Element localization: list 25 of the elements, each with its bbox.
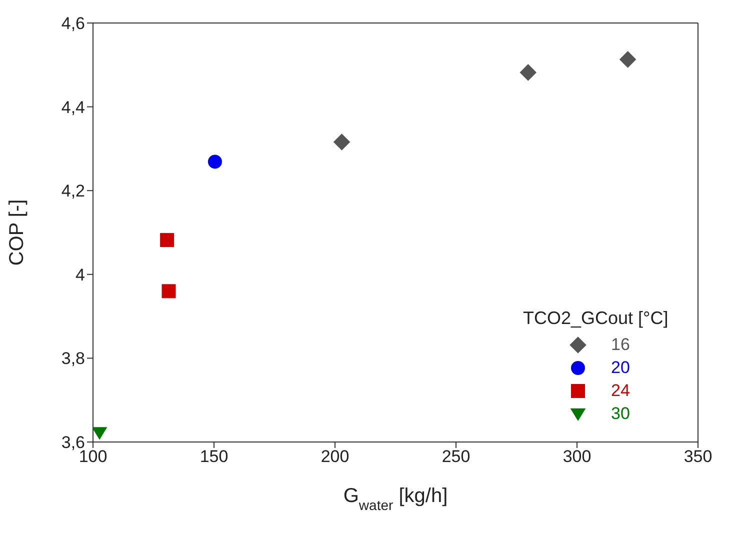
point	[160, 233, 174, 248]
legend-label: 30	[611, 404, 630, 424]
point	[93, 427, 108, 440]
y-tick-label: 4	[76, 265, 85, 284]
y-tick-label: 4,6	[61, 14, 85, 34]
point	[333, 134, 350, 150]
point	[619, 51, 636, 68]
x-tick-label: 150	[200, 447, 228, 466]
x-tick-label: 200	[320, 447, 350, 466]
legend-label: 20	[611, 358, 630, 378]
x-tick-label: 100	[78, 447, 108, 466]
y-tick-label: 3,8	[61, 349, 85, 368]
x-axis-title: G$_{water}$ [kg/h]	[343, 485, 448, 513]
point	[208, 154, 222, 169]
point	[162, 284, 176, 298]
x-tick-label: 300	[562, 447, 592, 466]
legend-title: TCO2_GCout [°C]	[523, 308, 668, 329]
y-tick-label: 4,4	[61, 98, 85, 117]
y-tick-label: 4,2	[61, 182, 85, 201]
x-tick-label: 350	[684, 447, 712, 466]
x-tick-label: 250	[442, 447, 470, 466]
y-axis-title: COP [-]	[6, 199, 28, 266]
point	[520, 64, 537, 81]
legend-label: 16	[611, 334, 630, 354]
legend-label: 24	[611, 380, 630, 400]
